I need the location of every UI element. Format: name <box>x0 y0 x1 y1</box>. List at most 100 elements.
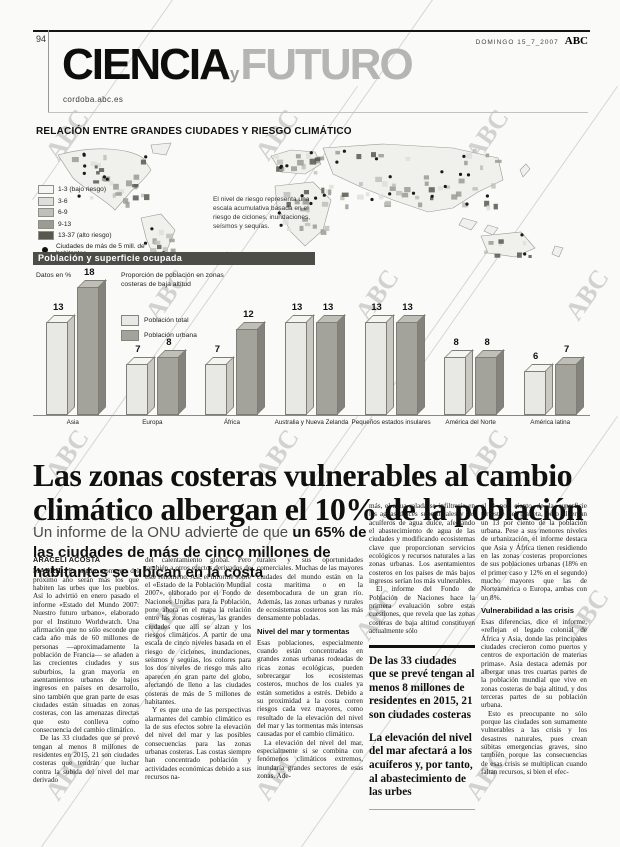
series-swatch <box>121 330 139 341</box>
date-text: DOMINGO 15_7_2007 <box>475 39 559 46</box>
world-map-svg <box>57 142 564 261</box>
body-paragraph: El informe del Fondo de Población de Nac… <box>369 585 475 636</box>
bar-poblacion-total: 7 <box>205 344 228 415</box>
bar-value-label: 13 <box>371 302 382 313</box>
bar-value-label: 7 <box>135 344 141 355</box>
risk-legend-item: 3-6 <box>38 196 158 206</box>
dateline: DOMINGO 15_7_2007 ABC <box>476 35 588 47</box>
dateline-lead: MADRID. <box>33 567 66 576</box>
risk-label: 3-6 <box>58 197 68 205</box>
bar-value-label: 8 <box>453 337 459 348</box>
series-label: Población urbana <box>144 332 197 339</box>
bar-poblacion-urbana: 8 <box>156 337 179 415</box>
section-title-futuro: FUTURO <box>240 40 413 89</box>
map-note: El nivel de riesgo representa una escala… <box>213 196 311 230</box>
risk-swatch <box>38 219 54 229</box>
bar-value-label: 8 <box>166 337 172 348</box>
risk-legend: 1-3 (bajo riesgo) 3-6 6-9 9-13 13-37 (alto r… <box>38 185 158 259</box>
body-subhead: Nivel del mar y tormentas <box>257 626 350 636</box>
bar-value-label: 13 <box>402 302 413 313</box>
infographic-title: RELACIÓN ENTRE GRANDES CIUDADES Y RIESGO… <box>36 126 352 137</box>
bar-value-label: 13 <box>52 302 64 313</box>
bar-value-label: 6 <box>533 351 539 362</box>
risk-swatch <box>38 208 54 217</box>
body-column-5: el 2 por ciento de la superficie terrest… <box>481 502 587 776</box>
chart-categories: Asia Europa África Australia y Nueva Zeland… <box>33 416 590 426</box>
subhead-pre: Un informe de la ONU advierte de que <box>33 524 293 541</box>
masthead-hairline <box>48 112 588 113</box>
bar-group: 7 12 <box>205 309 259 415</box>
bar-poblacion-urbana: 8 <box>475 337 498 415</box>
body-column-2: del calentamiento global. Pero también a… <box>145 556 251 781</box>
body-paragraph: MADRID. En algún momento del próximo año… <box>33 567 139 734</box>
risk-legend-item: 13-37 (alto riesgo) <box>38 231 158 240</box>
series-swatch <box>121 315 139 326</box>
risk-swatch <box>38 231 54 240</box>
category-label: Australia y Nueva Zelanda <box>274 419 349 426</box>
category-label: América del Norte <box>445 419 496 426</box>
bar-group: 13 13 <box>284 302 338 415</box>
chart-legend: Población total Población urbana <box>121 315 197 345</box>
headline-post: al cambio climático albergan el 10% de l… <box>33 457 584 528</box>
chart-area: Datos en % Proporción de población en zo… <box>33 265 590 416</box>
risk-label: 13-37 (alto riesgo) <box>58 232 112 239</box>
category-label: América latina <box>530 419 571 426</box>
bar-poblacion-total: 6 <box>523 351 546 415</box>
section-title-y: y <box>229 64 240 83</box>
pull-quote: De las 33 ciudades que se prevé tengan a… <box>369 654 475 722</box>
section-title-ciencia: CIENCIA <box>62 40 231 89</box>
risk-label: 6-9 <box>58 209 68 216</box>
section-masthead: CIENCIAyFUTURO <box>62 40 414 90</box>
population-chart: Población y superficie ocupada Datos en … <box>33 252 590 426</box>
world-map: 1-3 (bajo riesgo) 3-6 6-9 9-13 13-37 (alto r… <box>33 140 590 261</box>
category-label: Asia <box>66 419 79 426</box>
category-label: África <box>223 419 240 426</box>
risk-swatch <box>38 196 54 206</box>
body-paragraph: turales y sus oportunidades comerciales.… <box>257 556 363 623</box>
category-label: Europa <box>142 419 163 426</box>
bar-poblacion-total: 8 <box>444 337 467 415</box>
body-paragraph: Y es que una de las perspectivas alarman… <box>145 706 251 781</box>
bar-poblacion-urbana: 13 <box>395 302 418 415</box>
bar-value-label: 13 <box>322 302 334 313</box>
bar-value-label: 8 <box>484 337 490 348</box>
subhead-bold: un 65% de las ciudades de más de cinco m… <box>33 524 367 581</box>
body-subhead: Vulnerabilidad a las crisis <box>481 606 574 616</box>
body-paragraph: Esas diferencias, dice el informe, «refl… <box>481 617 587 710</box>
risk-label: 9-13 <box>58 220 72 228</box>
byline: ARACELI ACOSTA <box>33 555 101 564</box>
section-url: cordoba.abc.es <box>63 95 124 104</box>
bar-poblacion-urbana: 12 <box>236 309 259 415</box>
bar-group: 13 13 <box>364 302 418 415</box>
bar-poblacion-total: 13 <box>284 302 307 415</box>
risk-label: 1-3 (bajo riesgo) <box>58 186 107 193</box>
chart-legend-item: Población urbana <box>121 330 197 341</box>
headline-pre: Las <box>33 457 89 494</box>
body-paragraph: más, el agua salada se infiltraría en la… <box>369 502 475 586</box>
city-dot-icon <box>42 246 48 253</box>
series-label: Población total <box>144 317 189 324</box>
body-column-3: turales y sus oportunidades comerciales.… <box>257 556 363 780</box>
bar-poblacion-urbana: 18 <box>77 267 100 415</box>
page-number: 94 <box>36 34 47 44</box>
bar-value-label: 12 <box>243 309 254 320</box>
pullquote-rule-thin <box>369 809 475 811</box>
chart-title-bar: Población y superficie ocupada <box>33 252 315 265</box>
chart-annotation: Proporción de población en zonas costera… <box>121 272 224 288</box>
bar-poblacion-urbana: 7 <box>554 344 577 415</box>
body-paragraph: De las 33 ciudades que se prevé tengan a… <box>33 734 139 785</box>
category-label: Pequeños estados insulares <box>351 419 431 426</box>
bar-group: 13 18 <box>46 267 100 415</box>
bar-poblacion-urbana: 13 <box>315 302 338 415</box>
bar-poblacion-total: 7 <box>125 344 148 415</box>
risk-legend-item: 1-3 (bajo riesgo) <box>38 185 158 194</box>
pull-quote: La elevación del nivel del mar afectará … <box>369 731 473 799</box>
bar-value-label: 18 <box>83 267 95 278</box>
subheadline: Un informe de la ONU advierte de que un … <box>33 523 378 582</box>
chart-units-note: Datos en % <box>36 272 72 279</box>
masthead-vertical-rule <box>48 30 49 112</box>
bar-value-label: 7 <box>564 344 570 355</box>
